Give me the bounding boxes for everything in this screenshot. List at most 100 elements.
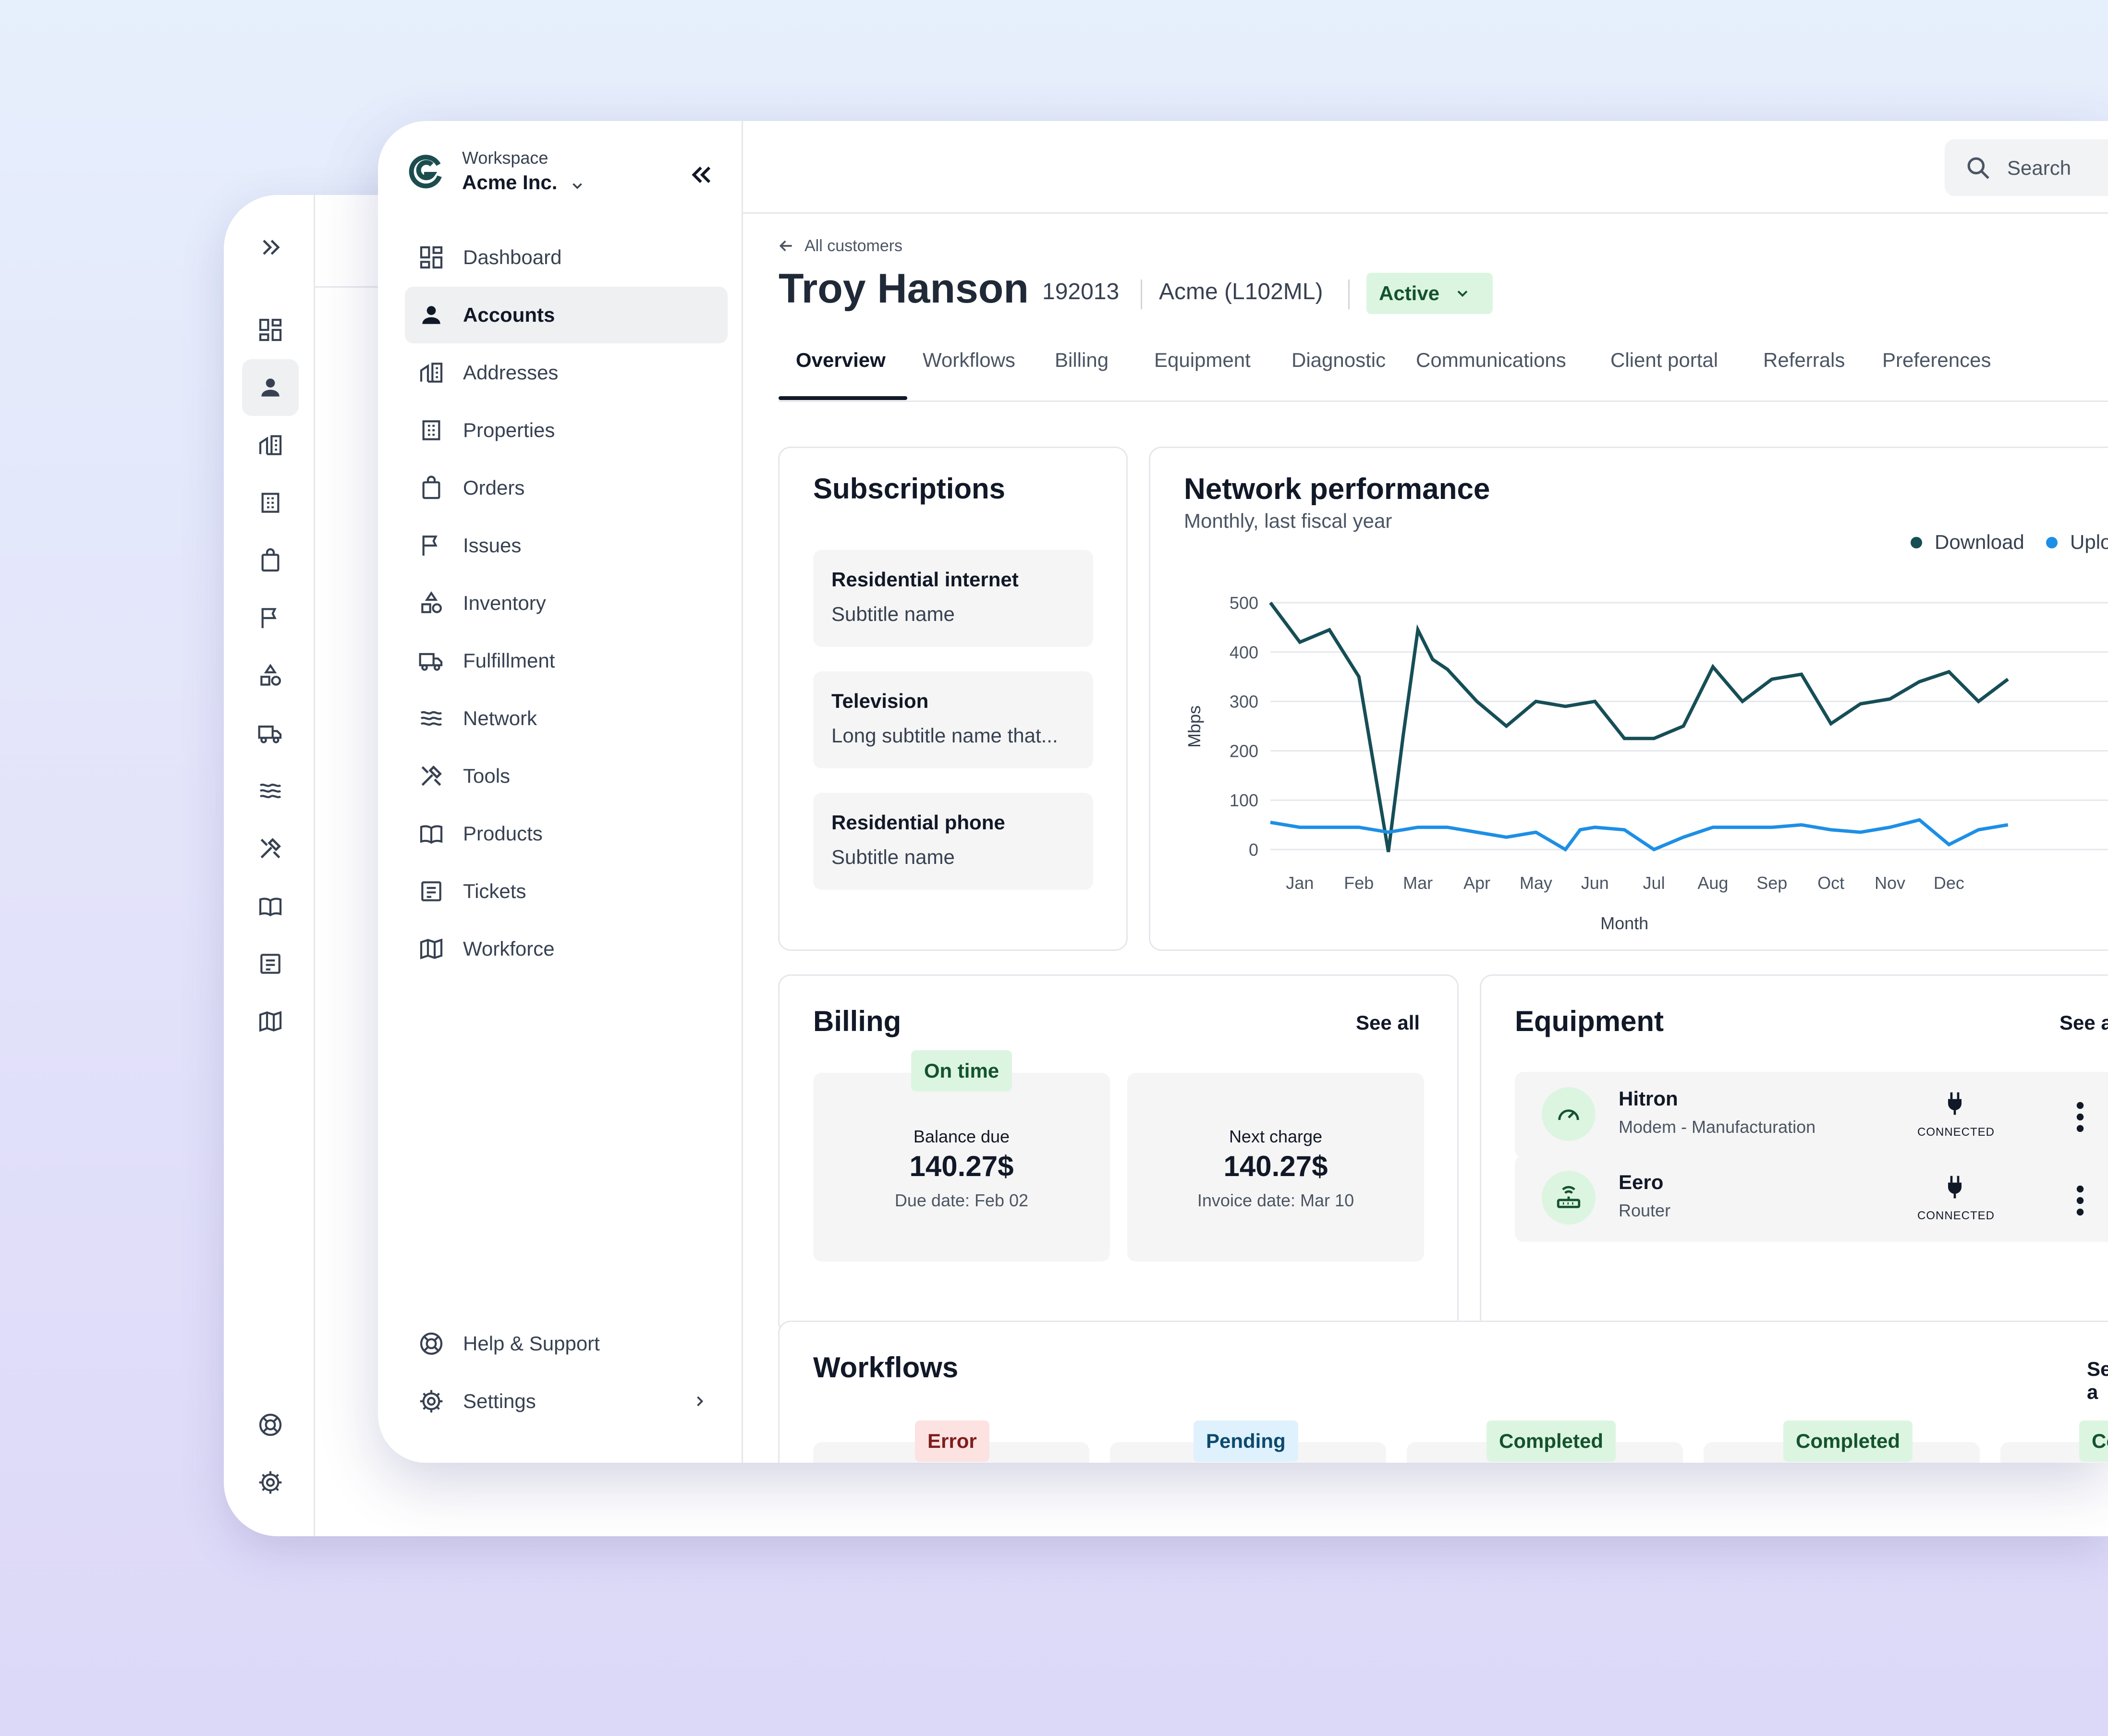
nav-item-properties[interactable]: Properties (405, 402, 728, 459)
more-options-icon[interactable] (2073, 1183, 2087, 1217)
nav-item-settings[interactable]: Settings (405, 1373, 728, 1430)
rail-dashboard-icon[interactable] (242, 302, 299, 358)
plug-icon (1941, 1090, 1968, 1117)
search-input[interactable]: Search (1945, 139, 2108, 196)
y-tick-label: 0 (1249, 840, 1258, 860)
chevron-down-icon[interactable] (569, 178, 585, 194)
equipment-name: Eero (1619, 1171, 1664, 1193)
workflow-status-badge: Completed (1487, 1420, 1616, 1462)
expand-icon[interactable] (242, 219, 299, 276)
nav-item-issues[interactable]: Issues (405, 517, 728, 574)
workflow-status-badge: Co (2079, 1420, 2108, 1462)
network-line-chart: 0 100 200 300 400 500 Jan Feb Mar Apr May Jun Jul Aug… (1184, 531, 2108, 933)
back-to-customers-link[interactable]: All customers (777, 236, 902, 255)
rail-book-icon[interactable] (242, 878, 299, 935)
nav-label: Tickets (463, 880, 526, 902)
nav-item-orders[interactable]: Orders (405, 460, 728, 516)
subscription-name: Residential internet (831, 568, 1019, 591)
rail-tools-icon[interactable] (242, 820, 299, 877)
rail-flag-icon[interactable] (242, 590, 299, 646)
tab-billing[interactable]: Billing (1055, 349, 1109, 371)
nav-item-fulfillment[interactable]: Fulfillment (405, 632, 728, 689)
nav-item-products[interactable]: Products (405, 805, 728, 862)
nav-label: Tools (463, 765, 511, 787)
rail-waves-icon[interactable] (242, 763, 299, 819)
waves-icon (420, 711, 442, 726)
subscription-item[interactable]: Television Long subtitle name that... (813, 671, 1093, 768)
status-dropdown[interactable]: Active (1366, 273, 1493, 314)
equipment-row[interactable]: Eero Router CONNECTED (1515, 1155, 2108, 1242)
balance-label: Balance due (913, 1127, 1010, 1146)
billing-see-all-link[interactable]: See all (1356, 1011, 1420, 1034)
tab-preferences[interactable]: Preferences (1882, 349, 1991, 371)
map-icon (420, 938, 443, 959)
tab-equipment[interactable]: Equipment (1154, 349, 1251, 371)
nav-label: Addresses (463, 361, 559, 384)
nav-label: Properties (463, 419, 555, 441)
nav-item-addresses[interactable]: Addresses (405, 344, 728, 401)
nav-item-tools[interactable]: Tools (405, 748, 728, 804)
workspace-switcher[interactable]: Acme Inc. (462, 171, 558, 194)
more-options-icon[interactable] (2073, 1100, 2087, 1133)
tab-referrals[interactable]: Referrals (1763, 349, 1845, 371)
rail-map-icon[interactable] (242, 993, 299, 1050)
series-line-download (1269, 601, 2009, 852)
x-tick-label: Nov (1875, 873, 1905, 893)
subscription-subtitle: Long subtitle name that... (831, 724, 1058, 747)
balance-amount: 140.27$ (909, 1150, 1014, 1182)
card-title: Subscriptions (813, 473, 1006, 505)
divider (1141, 279, 1142, 309)
nav-item-workforce[interactable]: Workforce (405, 921, 728, 977)
equipment-row[interactable]: Hitron Modem - Manufacturation CONNECTED (1515, 1072, 2108, 1158)
workflows-see-all-link[interactable]: See a (2087, 1358, 2108, 1403)
rail-shapes-icon[interactable] (242, 647, 299, 704)
nav-item-dashboard[interactable]: Dashboard (405, 229, 728, 286)
rail-buildings-icon[interactable] (242, 474, 299, 531)
tab-workflows[interactable]: Workflows (923, 349, 1015, 371)
tab-overview[interactable]: Overview (796, 349, 886, 371)
sidebar: Workspace Acme Inc. Dashboard Accounts A… (378, 121, 743, 1463)
shapes-icon (421, 591, 442, 613)
subscription-subtitle: Subtitle name (831, 603, 955, 625)
status-value: Active (1379, 282, 1440, 304)
rail-help-icon[interactable] (242, 1396, 299, 1453)
invoice-date: Invoice date: Mar 10 (1197, 1190, 1354, 1210)
subscriptions-card: Subscriptions Residential internet Subti… (778, 447, 1128, 951)
nav-item-network[interactable]: Network (405, 690, 728, 747)
nav-item-help[interactable]: Help & Support (405, 1315, 728, 1372)
subscription-item[interactable]: Residential phone Subtitle name (813, 793, 1093, 890)
rail-user-icon[interactable] (242, 359, 299, 416)
rail-ticket-icon[interactable] (242, 935, 299, 992)
nav-label: Fulfillment (463, 649, 555, 672)
nav-item-tickets[interactable]: Tickets (405, 863, 728, 920)
collapse-sidebar-icon[interactable] (688, 160, 717, 189)
nav-label: Help & Support (463, 1332, 600, 1355)
chevron-right-icon (697, 1396, 704, 1407)
x-tick-label: Oct (1817, 873, 1844, 893)
rail-settings-icon[interactable] (242, 1454, 299, 1511)
rail-shopping-bag-icon[interactable] (242, 532, 299, 589)
y-tick-label: 400 (1230, 643, 1258, 662)
nav-label: Products (463, 822, 543, 845)
connection-status: CONNECTED (1917, 1209, 1995, 1222)
subscription-item[interactable]: Residential internet Subtitle name (813, 550, 1093, 647)
tab-client-portal[interactable]: Client portal (1610, 349, 1718, 371)
back-link-label: All customers (804, 236, 903, 255)
x-tick-label: Sep (1756, 873, 1787, 893)
rail-truck-icon[interactable] (242, 705, 299, 762)
app-window: Workspace Acme Inc. Dashboard Accounts A… (378, 121, 2108, 1463)
tab-communications[interactable]: Communications (1416, 349, 1566, 371)
connection-status: CONNECTED (1917, 1126, 1995, 1139)
rail-building-icon[interactable] (242, 417, 299, 473)
card-title: Network performance (1184, 473, 1490, 506)
tab-diagnostic[interactable]: Diagnostic (1292, 349, 1386, 371)
workspace-logo-icon (407, 151, 445, 190)
equipment-see-all-link[interactable]: See a (2059, 1011, 2108, 1034)
x-tick-label: Jan (1286, 873, 1314, 893)
nav-label: Network (463, 707, 537, 729)
nav-item-inventory[interactable]: Inventory (405, 575, 728, 631)
x-tick-label: May (1520, 873, 1552, 893)
nav-item-accounts[interactable]: Accounts (405, 287, 728, 343)
equipment-card: Equipment See a Hitron Modem - Manufactu… (1480, 974, 2108, 1335)
nav-label: Issues (463, 534, 522, 557)
